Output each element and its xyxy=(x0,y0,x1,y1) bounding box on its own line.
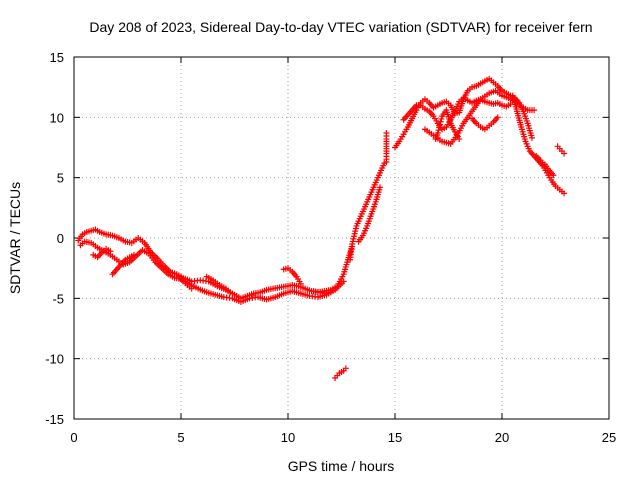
series-track-late xyxy=(554,143,568,157)
data-point xyxy=(456,136,463,143)
data-point xyxy=(494,114,501,121)
y-tick-label: 15 xyxy=(50,50,64,65)
data-point xyxy=(437,118,444,125)
data-point xyxy=(377,184,384,191)
data-point xyxy=(435,127,442,134)
data-point xyxy=(528,134,535,141)
series-track-ticks-146 xyxy=(383,130,390,165)
data-point xyxy=(188,285,195,292)
data-point xyxy=(561,150,568,157)
y-tick-labels: -15 -10 -5 0 5 10 15 xyxy=(45,50,64,427)
series-track-rise xyxy=(347,160,388,263)
series-track-dip-e xyxy=(280,265,304,287)
series-track-outlier xyxy=(332,365,349,381)
data-point xyxy=(327,289,334,296)
chart-title: Day 208 of 2023, Sidereal Day-to-day VTE… xyxy=(89,19,592,35)
series-track-dip-c xyxy=(175,273,195,292)
series-track-dip-b xyxy=(109,251,137,278)
data-point xyxy=(436,121,443,128)
y-tick-label: -5 xyxy=(52,291,64,306)
x-tick-label: 25 xyxy=(602,430,616,445)
data-point xyxy=(130,251,137,258)
x-tick-label: 10 xyxy=(281,430,295,445)
data-point xyxy=(436,124,443,131)
series-track-decline-2 xyxy=(533,152,557,179)
x-tick-label: 15 xyxy=(388,430,402,445)
x-tick-label: 20 xyxy=(495,430,509,445)
series-track-dip-f xyxy=(310,288,334,297)
data-point xyxy=(561,190,568,197)
series-track-high-e xyxy=(432,107,463,143)
data-point xyxy=(383,130,390,137)
y-tick-label: -10 xyxy=(45,352,64,367)
grid-lines xyxy=(74,57,609,419)
series-track-high-d xyxy=(469,114,501,133)
series-track-decline xyxy=(509,92,568,197)
data-point xyxy=(227,289,234,296)
y-tick-label: -15 xyxy=(45,412,64,427)
data-point xyxy=(550,172,557,179)
y-tick-label: 10 xyxy=(50,110,64,125)
data-point xyxy=(297,280,304,287)
x-tick-label: 0 xyxy=(70,430,77,445)
data-point xyxy=(342,365,349,372)
y-tick-label: 5 xyxy=(57,171,64,186)
series-track-early-lower xyxy=(77,238,347,305)
series-track-dip-d xyxy=(203,273,234,296)
x-axis-label: GPS time / hours xyxy=(288,458,395,474)
data-point xyxy=(107,248,114,255)
y-tick-label: 0 xyxy=(57,231,64,246)
series-track-rise-2 xyxy=(355,184,384,245)
series-track-high-a xyxy=(392,75,535,151)
data-point xyxy=(531,107,538,114)
data-points xyxy=(75,75,568,381)
data-point xyxy=(434,130,441,137)
x-tick-label: 5 xyxy=(177,430,184,445)
y-axis-label: SDTVAR / TECUs xyxy=(7,182,23,294)
x-tick-labels: 0 5 10 15 20 25 xyxy=(70,430,616,445)
data-point xyxy=(438,115,445,122)
series-track-dip-a xyxy=(90,245,114,261)
data-point xyxy=(340,278,347,285)
